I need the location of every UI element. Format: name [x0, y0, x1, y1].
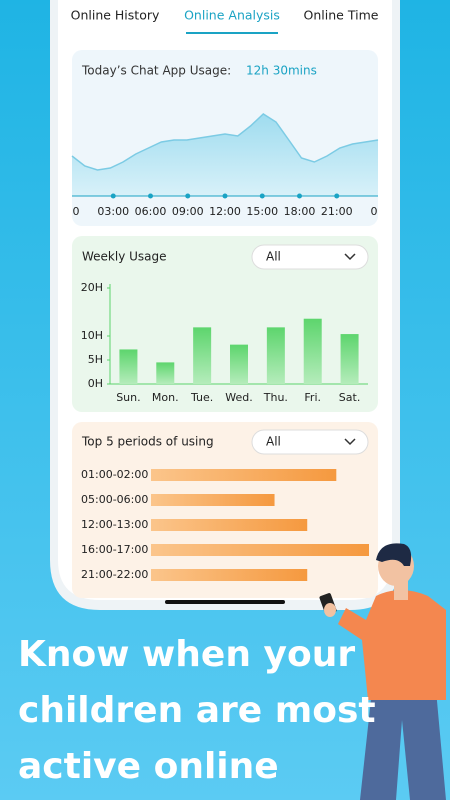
headline-line: active online	[18, 746, 279, 787]
x-tick-label: 21:00	[321, 205, 353, 218]
x-tick-label: Sun.	[116, 391, 140, 404]
x-dot	[185, 193, 191, 199]
category-label: 05:00-06:00	[81, 493, 148, 506]
y-tick-label: 10H	[81, 329, 103, 342]
bar	[151, 469, 337, 481]
x-tick-label: Fri.	[304, 391, 321, 404]
periods-filter-label: All	[266, 435, 281, 449]
x-tick-label: Wed.	[225, 391, 252, 404]
tab-underline	[186, 32, 278, 34]
x-tick-label: Mon.	[152, 391, 179, 404]
x-tick-label: 18:00	[284, 205, 316, 218]
x-tick-label: 0	[73, 205, 80, 218]
headline-line: Know when your	[18, 634, 355, 675]
y-tick-label: 0H	[88, 377, 103, 390]
bar	[266, 327, 285, 384]
bar	[156, 362, 175, 384]
bar	[303, 318, 322, 384]
y-tick-label: 20H	[81, 281, 103, 294]
weekly-card	[72, 236, 378, 412]
x-tick-label: 15:00	[246, 205, 278, 218]
bar	[193, 327, 212, 384]
x-dot	[222, 193, 228, 199]
y-tick-label: 5H	[88, 353, 103, 366]
usage-title: Today’s Chat App Usage:	[81, 64, 231, 78]
dropdown-arrow	[344, 253, 356, 261]
usage-total: 12h 30mins	[246, 64, 317, 78]
x-tick-label: Sat.	[339, 391, 361, 404]
x-tick-label: 03:00	[97, 205, 129, 218]
headline-line: children are most	[18, 690, 376, 731]
category-label: 21:00-22:00	[81, 568, 148, 581]
x-tick-label: Thu.	[263, 391, 288, 404]
weekly-title: Weekly Usage	[82, 250, 167, 264]
x-dot	[259, 193, 265, 199]
bar	[151, 494, 275, 506]
x-dot	[148, 193, 153, 199]
x-dot	[297, 193, 302, 199]
usage-line	[71, 113, 379, 171]
usage-area	[72, 114, 378, 196]
category-label: 16:00-17:00	[81, 543, 148, 556]
x-tick-label: 06:00	[135, 205, 167, 218]
weekly-filter[interactable]	[251, 244, 369, 270]
tab[interactable]: Online Time	[304, 8, 379, 23]
bar	[151, 519, 308, 531]
person-illustration	[319, 543, 446, 800]
category-label: 01:00-02:00	[81, 468, 148, 481]
home-indicator	[165, 600, 285, 604]
periods-title: Top 5 periods of using	[81, 435, 214, 449]
x-dot	[334, 193, 340, 199]
tab[interactable]: Online Analysis	[184, 8, 280, 23]
bar	[151, 544, 369, 556]
x-tick-label: 0	[371, 205, 378, 218]
bar	[119, 349, 138, 384]
weekly-filter-label: All	[266, 250, 281, 264]
tab[interactable]: Online History	[71, 8, 160, 23]
bar	[340, 334, 359, 384]
x-tick-label: 09:00	[172, 205, 204, 218]
periods-filter[interactable]	[251, 429, 369, 455]
bar	[230, 344, 248, 384]
x-dot	[110, 193, 116, 199]
x-tick-label: 12:00	[209, 205, 241, 218]
x-tick-label: Tue.	[190, 391, 213, 404]
category-label: 12:00-13:00	[81, 518, 148, 531]
bar	[151, 569, 308, 581]
dropdown-arrow	[344, 438, 356, 446]
